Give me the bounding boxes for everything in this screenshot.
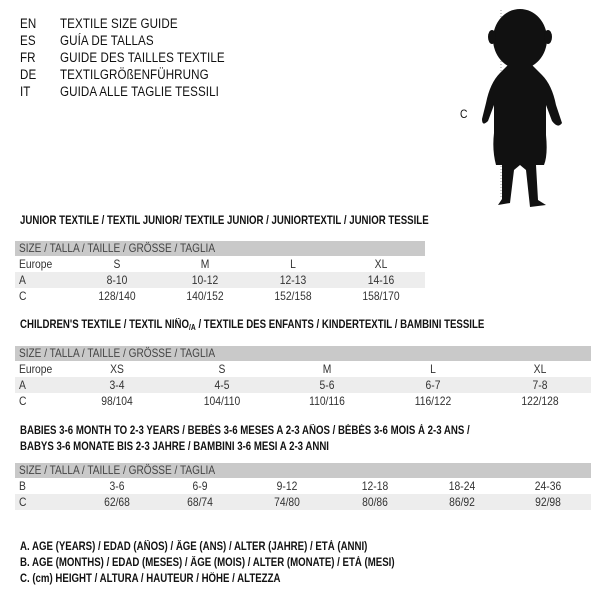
lang-code-de: DE — [20, 67, 37, 82]
row-label: Europe — [19, 257, 53, 271]
legend-b: B. AGE (MONTHS) / EDAD (MESES) / ÂGE (MO… — [20, 557, 395, 569]
table-cell: 158/170 — [362, 289, 400, 303]
table-row: C 62/68 68/74 74/80 80/86 86/92 92/98 — [15, 494, 591, 510]
title-subscript: /A — [189, 323, 196, 332]
lang-code-en: EN — [20, 16, 37, 31]
row-label: A — [19, 378, 26, 392]
legend-c: C. (cm) HEIGHT / ALTURA / HAUTEUR / HÖHE… — [20, 573, 281, 585]
size-header-label: SIZE / TALLA / TAILLE / GRÖSSE / TAGLIA — [19, 346, 216, 360]
table-cell: 92/98 — [535, 495, 561, 509]
junior-section-title: JUNIOR TEXTILE / TEXTIL JUNIOR/ TEXTILE … — [20, 215, 429, 227]
title-it: GUIDA ALLE TAGLIE TESSILI — [60, 84, 219, 99]
row-label: C — [19, 394, 27, 408]
title-es: GUÍA DE TALLAS — [60, 33, 154, 48]
table-cell: 98/104 — [101, 394, 133, 408]
babies-section-title-line2: BABYS 3-6 MONATE BIS 2-3 JAHRE / BAMBINI… — [20, 441, 329, 453]
table-row: A 3-4 4-5 5-6 6-7 7-8 — [15, 377, 591, 393]
table-cell: 140/152 — [186, 289, 224, 303]
table-cell: 6-9 — [192, 479, 208, 493]
row-label: C — [19, 495, 27, 509]
table-cell: 62/68 — [104, 495, 130, 509]
babies-size-table: SIZE / TALLA / TAILLE / GRÖSSE / TAGLIA B… — [15, 463, 591, 510]
table-row: Europe XS S M L XL — [15, 361, 591, 377]
table-cell: 104/110 — [203, 394, 241, 408]
lang-code-es: ES — [20, 33, 36, 48]
title-fr: GUIDE DES TAILLES TEXTILE — [60, 50, 225, 65]
table-cell: 4-5 — [214, 378, 230, 392]
table-cell: S — [113, 257, 121, 271]
table-cell: 74/80 — [274, 495, 300, 509]
child-silhouette-icon — [482, 9, 562, 207]
height-label: C — [460, 107, 468, 121]
table-cell: 110/116 — [309, 394, 345, 408]
size-header-label: SIZE / TALLA / TAILLE / GRÖSSE / TAGLIA — [19, 463, 216, 477]
table-row: B 3-6 6-9 9-12 12-18 18-24 24-36 — [15, 478, 591, 494]
table-cell: 3-4 — [109, 378, 125, 392]
table-cell: 122/128 — [521, 394, 559, 408]
title-de: TEXTILGRÖßENFÜHRUNG — [60, 67, 209, 82]
table-cell: 18-24 — [448, 479, 476, 493]
children-section-title: CHILDREN'S TEXTILE / TEXTIL NIÑO/A / TEX… — [20, 319, 484, 332]
table-cell: 12-13 — [279, 273, 307, 287]
table-cell: 152/158 — [274, 289, 312, 303]
size-header-row: SIZE / TALLA / TAILLE / GRÖSSE / TAGLIA — [15, 346, 591, 361]
size-header-row: SIZE / TALLA / TAILLE / GRÖSSE / TAGLIA — [15, 241, 425, 256]
table-cell: XL — [533, 362, 547, 376]
table-cell: L — [290, 257, 296, 271]
row-label: Europe — [19, 362, 53, 376]
table-row: A 8-10 10-12 12-13 14-16 — [15, 272, 425, 288]
lang-code-fr: FR — [20, 50, 36, 65]
table-cell: 12-18 — [361, 479, 389, 493]
title-part: / TEXTILE DES ENFANTS / KINDERTEXTIL / B… — [195, 319, 485, 331]
row-label: A — [19, 273, 26, 287]
table-cell: 5-6 — [319, 378, 335, 392]
table-cell: XS — [110, 362, 124, 376]
table-cell: 128/140 — [98, 289, 136, 303]
table-cell: S — [218, 362, 226, 376]
table-cell: 68/74 — [187, 495, 213, 509]
table-cell: 7-8 — [532, 378, 548, 392]
row-label: C — [19, 289, 27, 303]
row-label: B — [19, 479, 26, 493]
table-cell: 116/122 — [414, 394, 452, 408]
table-cell: 6-7 — [425, 378, 441, 392]
table-cell: 8-10 — [106, 273, 128, 287]
table-cell: 3-6 — [109, 479, 125, 493]
table-cell: M — [200, 257, 210, 271]
table-cell: 24-36 — [534, 479, 562, 493]
lang-code-it: IT — [20, 84, 31, 99]
children-size-table: SIZE / TALLA / TAILLE / GRÖSSE / TAGLIA E… — [15, 346, 591, 409]
table-cell: 80/86 — [362, 495, 388, 509]
table-cell: 14-16 — [367, 273, 395, 287]
table-cell: 86/92 — [449, 495, 475, 509]
title-en: TEXTILE SIZE GUIDE — [60, 16, 178, 31]
babies-section-title-line1: BABIES 3-6 MONTH TO 2-3 YEARS / BEBÉS 3-… — [20, 425, 470, 437]
size-header-row: SIZE / TALLA / TAILLE / GRÖSSE / TAGLIA — [15, 463, 591, 478]
title-part: CHILDREN'S TEXTILE / TEXTIL NIÑO — [20, 319, 190, 331]
size-header-label: SIZE / TALLA / TAILLE / GRÖSSE / TAGLIA — [19, 241, 216, 255]
legend-a: A. AGE (YEARS) / EDAD (AÑOS) / ÂGE (ANS)… — [20, 541, 368, 553]
table-row: Europe S M L XL — [15, 256, 425, 272]
table-cell: L — [430, 362, 436, 376]
table-cell: M — [322, 362, 332, 376]
table-row: C 128/140 140/152 152/158 158/170 — [15, 288, 425, 304]
table-cell: XL — [374, 257, 388, 271]
table-row: C 98/104 104/110 110/116 116/122 122/128 — [15, 393, 591, 409]
table-cell: 9-12 — [276, 479, 298, 493]
junior-size-table: SIZE / TALLA / TAILLE / GRÖSSE / TAGLIA E… — [15, 241, 425, 304]
table-cell: 10-12 — [191, 273, 219, 287]
